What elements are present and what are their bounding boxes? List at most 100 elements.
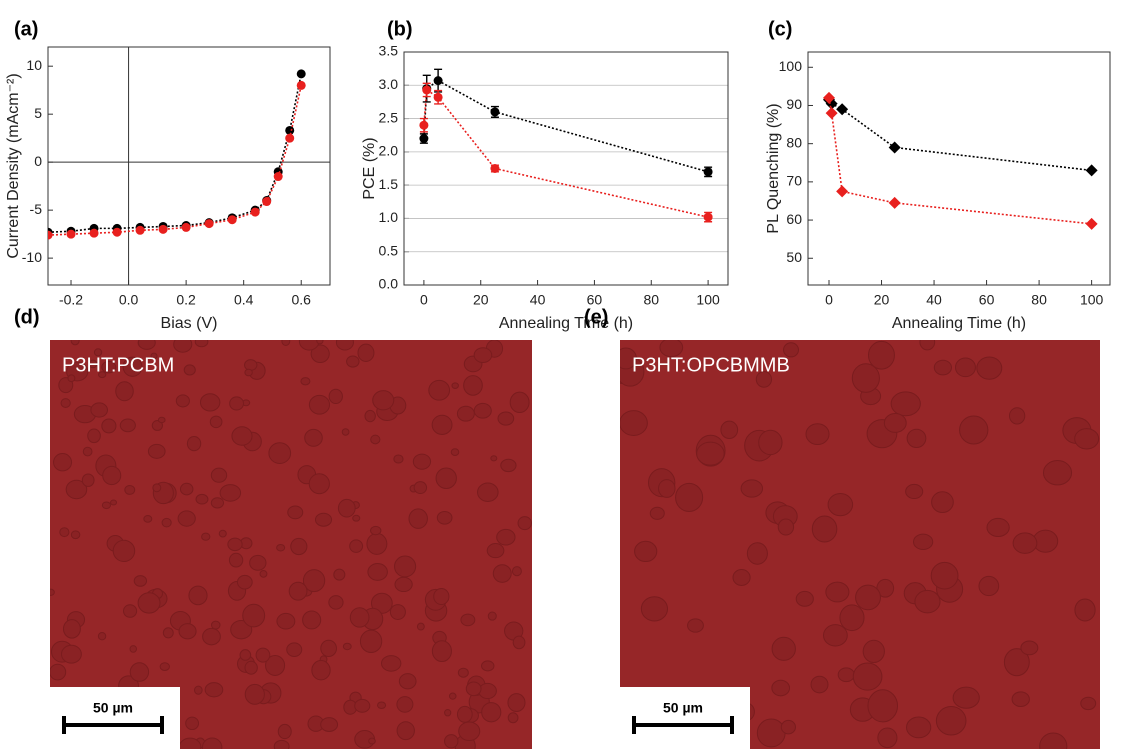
domain: [370, 434, 381, 445]
domain: [1042, 460, 1073, 486]
domain: [389, 604, 406, 620]
y-tick-label: 2.5: [379, 109, 399, 125]
y-tick-label: -5: [30, 201, 43, 217]
domain: [82, 446, 93, 457]
x-tick-label: 60: [979, 292, 995, 308]
domain: [101, 418, 117, 434]
domain: [352, 514, 361, 522]
domain: [822, 624, 848, 647]
domain: [1012, 532, 1038, 554]
series-line: [48, 73, 303, 234]
domain: [231, 426, 253, 446]
domain: [88, 359, 98, 369]
domain: [320, 639, 337, 658]
domain: [732, 569, 751, 586]
domain: [230, 619, 253, 640]
series-line: [423, 88, 709, 218]
series-line: [828, 97, 1092, 225]
domain: [867, 689, 899, 723]
domain: [159, 662, 170, 671]
domain: [98, 371, 107, 379]
domain: [1008, 407, 1026, 425]
marker: [285, 125, 295, 135]
y-tick-label: -10: [22, 249, 42, 265]
series-line: [828, 99, 1092, 172]
domain: [428, 379, 451, 401]
domain: [219, 484, 242, 502]
domain: [311, 660, 331, 681]
domain: [463, 375, 483, 396]
domain: [183, 364, 196, 376]
marker: [273, 172, 283, 182]
domain: [496, 528, 516, 546]
y-tick-label: 3.0: [379, 76, 399, 92]
x-tick-label: 100: [1080, 292, 1104, 308]
domain: [456, 705, 473, 723]
scale-label: 50 µm: [663, 700, 703, 716]
domain: [795, 590, 814, 607]
domain: [81, 473, 95, 487]
domain: [396, 696, 414, 713]
domain: [396, 721, 415, 741]
domain: [102, 465, 122, 486]
plot-area: [419, 68, 713, 223]
domain: [119, 418, 136, 433]
scale-label: 50 µm: [93, 700, 133, 716]
domain: [906, 428, 927, 449]
domain: [349, 539, 364, 553]
domain: [620, 347, 637, 370]
domain: [448, 692, 457, 700]
domain: [341, 428, 350, 436]
domain: [1011, 691, 1030, 708]
domain: [227, 537, 243, 552]
marker: [250, 207, 260, 217]
marker: [181, 222, 191, 232]
domain: [771, 636, 796, 661]
domain: [70, 530, 81, 540]
domain: [162, 627, 174, 639]
domain: [333, 568, 346, 581]
domain: [935, 706, 967, 736]
domain: [357, 343, 375, 362]
domain: [758, 429, 783, 456]
domain: [147, 443, 166, 459]
domain: [366, 532, 388, 555]
domain: [70, 340, 80, 346]
domain: [342, 642, 352, 651]
y-tick-label: 50: [786, 249, 802, 265]
x-tick-label: 40: [926, 292, 942, 308]
domain: [239, 649, 252, 661]
panel-label: (d): [14, 306, 40, 328]
marker: [433, 76, 443, 86]
domain: [364, 409, 376, 423]
scale-bar: [632, 716, 734, 734]
domain: [60, 398, 71, 408]
marker: [262, 197, 272, 207]
marker: [703, 212, 713, 222]
y-tick-label: 0: [34, 153, 42, 169]
domain: [281, 340, 291, 346]
domain: [497, 411, 515, 426]
scale-bar: [62, 716, 164, 734]
marker: [825, 107, 838, 120]
domain: [150, 352, 158, 360]
domain: [210, 467, 228, 483]
panel-label: (a): [14, 18, 38, 40]
domain: [244, 683, 265, 705]
domain: [310, 344, 330, 364]
x-tick-label: -0.2: [59, 292, 83, 308]
domain: [436, 510, 453, 525]
domain: [97, 631, 107, 641]
domain: [50, 663, 67, 681]
domain: [914, 589, 941, 614]
marker: [227, 215, 237, 225]
domain: [124, 484, 136, 495]
domain: [487, 611, 497, 621]
domain: [268, 442, 292, 464]
domain: [314, 512, 333, 527]
domain: [179, 482, 194, 496]
domain: [954, 357, 976, 378]
marker: [135, 225, 145, 235]
domain: [976, 356, 1003, 380]
marker: [112, 227, 122, 237]
